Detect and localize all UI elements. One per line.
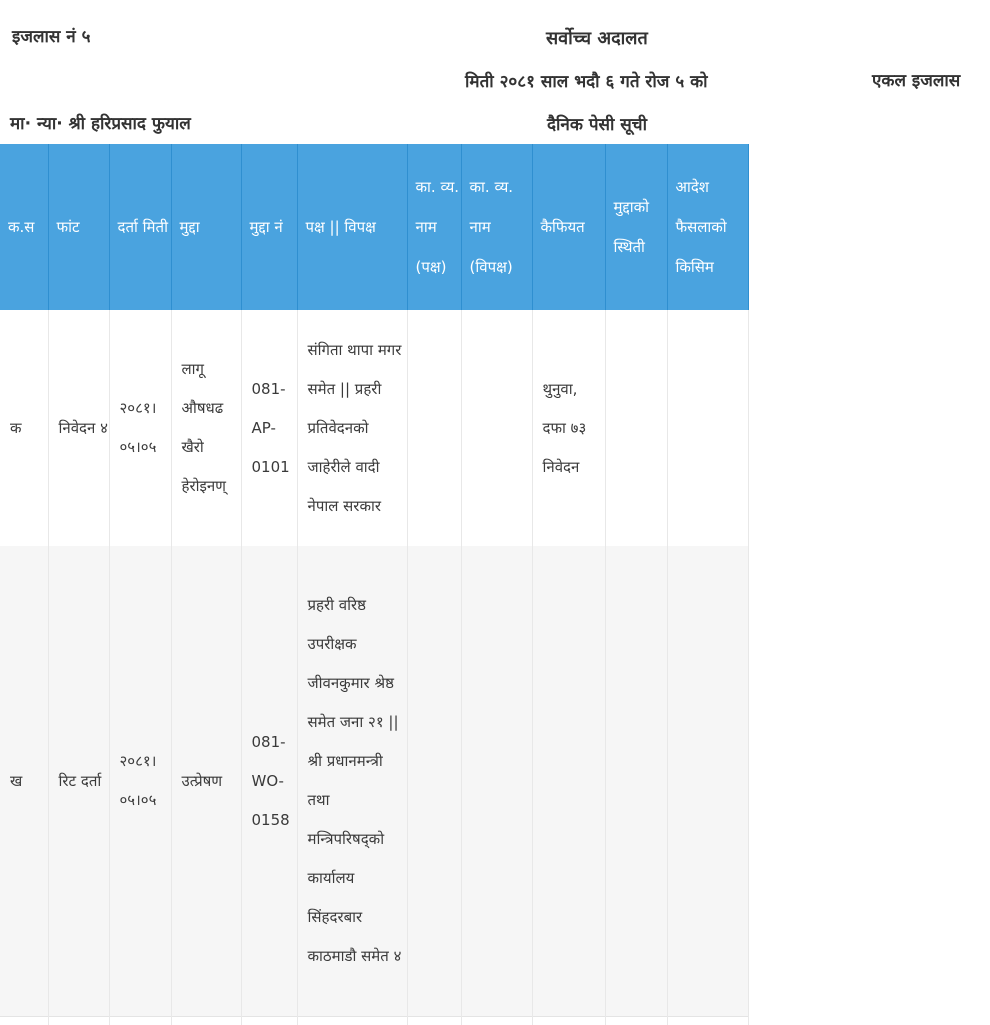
cell-aadesh	[667, 310, 748, 546]
cell-darta-miti: २०८१।०५।०५	[109, 310, 171, 546]
cell-kavya-paksha	[407, 546, 461, 1017]
bench-type: एकल इजलास	[872, 68, 960, 91]
cell-sthiti	[605, 310, 667, 546]
table-row: ख रिट दर्ता २०८१।०५।०५ उत्प्रेषण 081-WO-…	[0, 546, 748, 1017]
cell-kaifiyat: थुनुवा, दफा ७३ निवेदन	[532, 310, 605, 546]
cell-phant: निवेदन ४	[48, 310, 109, 546]
col-header-kavya-paksha: का. व्य. नाम (पक्ष)	[407, 144, 461, 310]
col-header-kavya-vipaksha: का. व्य. नाम (विपक्ष)	[461, 144, 532, 310]
cause-list-table: क.स फांट दर्ता मिती मुद्दा मुद्दा नं पक्…	[0, 144, 749, 1025]
table-row: क निवेदन ४ २०८१।०५।०५ लागू औषधढ खैरो हेर…	[0, 310, 748, 546]
col-header-darta-miti: दर्ता मिती	[109, 144, 171, 310]
col-header-aadesh: आदेश फैसलाको किसिम	[667, 144, 748, 310]
cell-kaifiyat	[532, 546, 605, 1017]
cell-sthiti	[605, 546, 667, 1017]
table-header-row: क.स फांट दर्ता मिती मुद्दा मुद्दा नं पक्…	[0, 144, 748, 310]
judge-name: मा· न्या· श्री हरिप्रसाद फुयाल	[10, 111, 191, 134]
hearing-date: मिती २०८१ साल भदौ ६ गते रोज ५ को	[465, 69, 708, 92]
cell-mudda: लागू औषधढ खैरो हेरोइनण्	[171, 310, 241, 546]
cell-darta-miti: २०८१।०५।०५	[109, 546, 171, 1017]
col-header-kaifiyat: कैफियत	[532, 144, 605, 310]
cell-paksha: प्रहरी वरिष्ठ उपरीक्षक जीवनकुमार श्रेष्ठ…	[297, 546, 407, 1017]
cell-kavya-vipaksha	[461, 310, 532, 546]
court-name: सर्वोच्च अदालत	[546, 26, 648, 50]
col-header-sn: क.स	[0, 144, 48, 310]
cell-paksha: संगिता थापा मगर समेत || प्रहरी प्रतिवेदन…	[297, 310, 407, 546]
cell-mudda-no: 081-AP-0101	[241, 310, 297, 546]
cell-sn: ख	[0, 546, 48, 1017]
col-header-mudda-no: मुद्दा नं	[241, 144, 297, 310]
cell-aadesh	[667, 546, 748, 1017]
cell-kavya-vipaksha	[461, 546, 532, 1017]
cell-phant: रिट दर्ता	[48, 546, 109, 1017]
col-header-phant: फांट	[48, 144, 109, 310]
cell-sn: क	[0, 310, 48, 546]
cell-kavya-paksha	[407, 310, 461, 546]
col-header-sthiti: मुद्दाको स्थिती	[605, 144, 667, 310]
cell-mudda: उत्प्रेषण	[171, 546, 241, 1017]
cell-mudda-no: 081-WO-0158	[241, 546, 297, 1017]
list-title: दैनिक पेसी सूची	[547, 112, 647, 135]
bench-number: इजलास नं ५	[12, 24, 91, 47]
col-header-paksha: पक्ष || विपक्ष	[297, 144, 407, 310]
col-header-mudda: मुद्दा	[171, 144, 241, 310]
